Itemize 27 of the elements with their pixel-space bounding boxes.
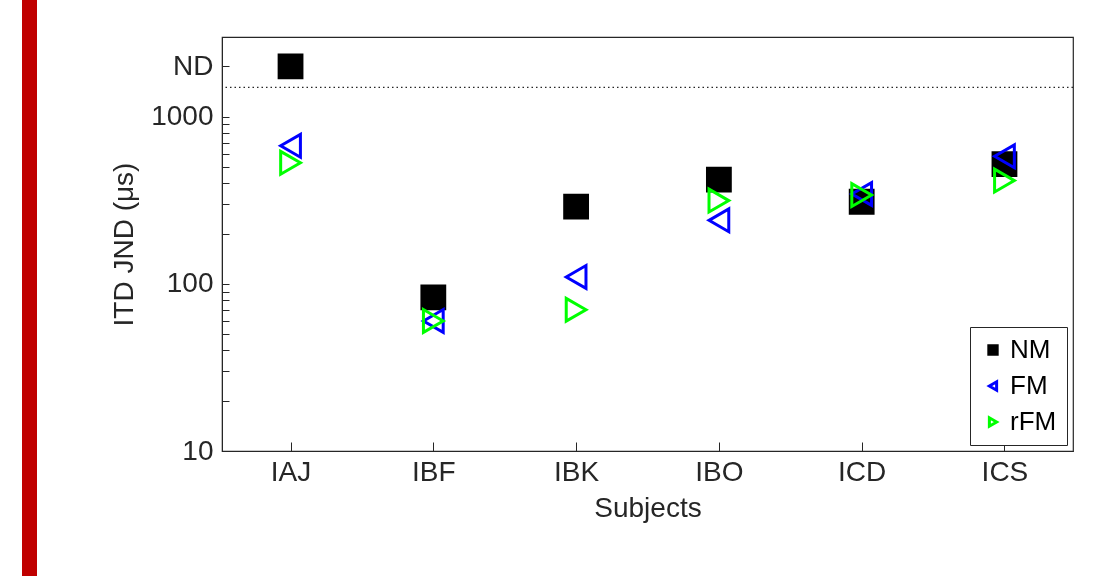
point — [563, 193, 590, 220]
y-tick-label: 1000 — [151, 100, 214, 132]
legend-label: FM — [1010, 370, 1048, 400]
point — [993, 167, 1016, 194]
x-tick-label: ICS — [981, 455, 1029, 487]
y-axis-title: ITD JND (μs) — [108, 162, 140, 327]
y-tick-label: 100 — [166, 267, 214, 299]
x-tick-label: IAJ — [270, 455, 312, 487]
legend-label: rFM — [1010, 406, 1057, 436]
point — [279, 132, 302, 159]
x-axis-title: Subjects — [594, 491, 702, 523]
point — [564, 264, 588, 290]
legend-label: NM — [1010, 334, 1051, 364]
point — [564, 296, 588, 323]
y-tick-label: ND — [173, 49, 214, 81]
x-tick-label: IBK — [554, 455, 600, 487]
y-tick-label: 10 — [182, 434, 214, 466]
point — [705, 166, 732, 193]
point — [420, 284, 447, 311]
point — [993, 143, 1016, 170]
x-tick-label: IBF — [412, 455, 456, 487]
x-tick-label: IBO — [695, 455, 744, 487]
point — [277, 53, 304, 80]
x-tick-label: ICD — [838, 455, 887, 487]
point — [707, 187, 731, 214]
point — [279, 149, 302, 176]
point — [707, 207, 731, 234]
